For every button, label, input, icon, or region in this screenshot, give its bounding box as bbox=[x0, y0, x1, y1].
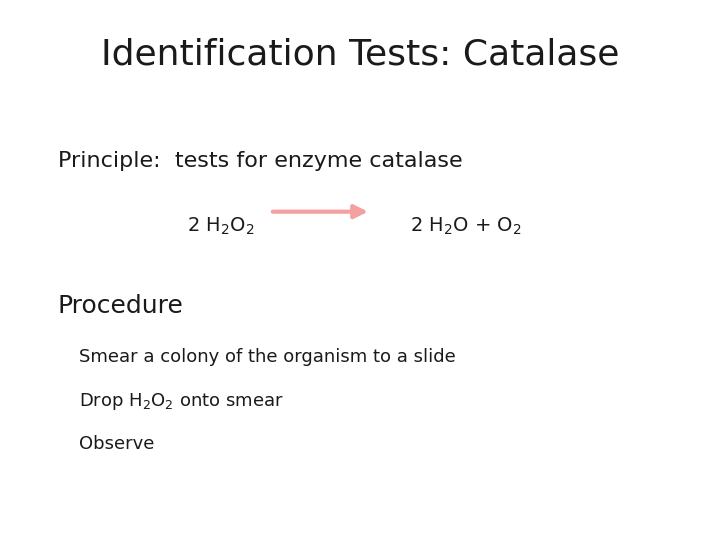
Text: Procedure: Procedure bbox=[58, 294, 184, 318]
Text: 2 H$_2$O$_2$: 2 H$_2$O$_2$ bbox=[187, 216, 255, 237]
Text: Drop H$_2$O$_2$ onto smear: Drop H$_2$O$_2$ onto smear bbox=[79, 392, 284, 413]
Text: Smear a colony of the organism to a slide: Smear a colony of the organism to a slid… bbox=[79, 348, 456, 366]
Text: 2 H$_2$O + O$_2$: 2 H$_2$O + O$_2$ bbox=[410, 216, 522, 237]
Text: Observe: Observe bbox=[79, 435, 155, 453]
Text: Principle:  tests for enzyme catalase: Principle: tests for enzyme catalase bbox=[58, 151, 462, 171]
Text: Identification Tests: Catalase: Identification Tests: Catalase bbox=[101, 38, 619, 72]
